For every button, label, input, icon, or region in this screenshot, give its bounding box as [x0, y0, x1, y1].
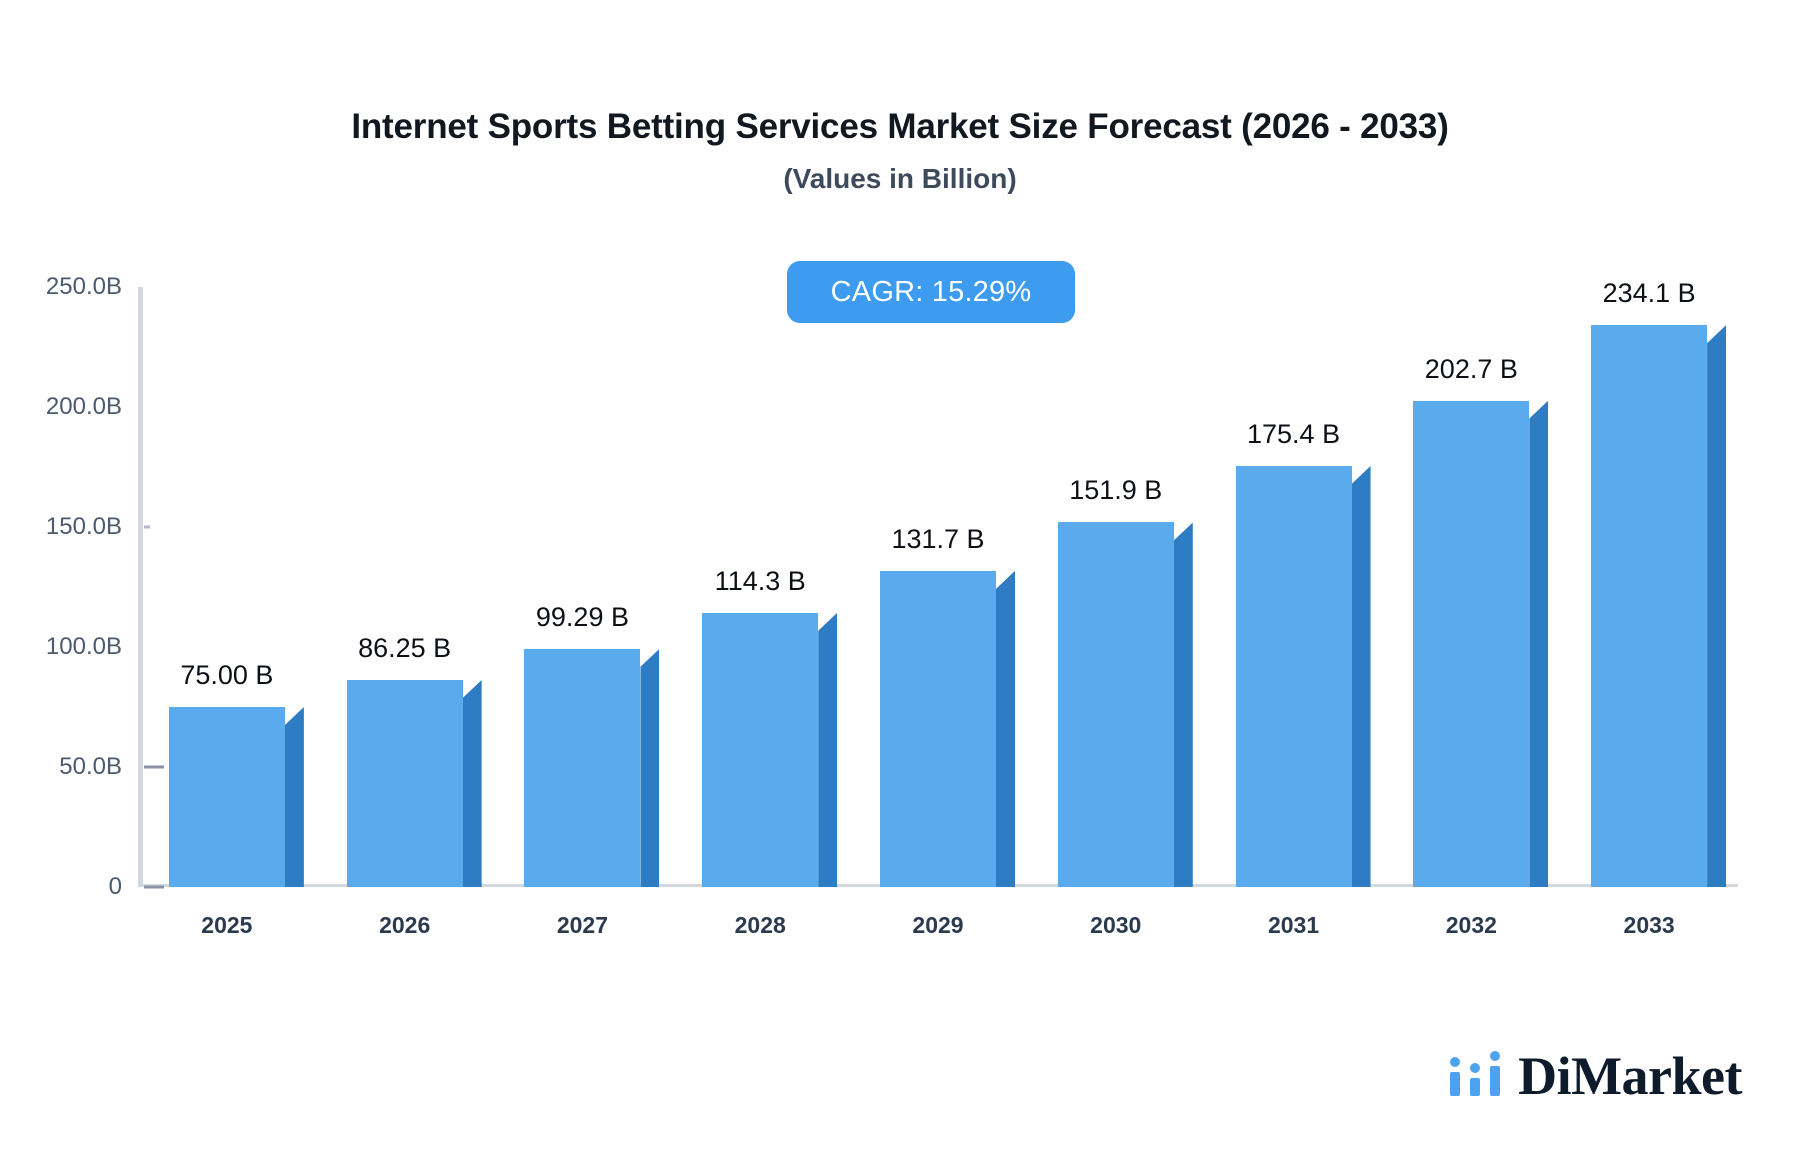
x-axis-label: 2031: [1267, 912, 1320, 938]
bar-side-face: [1707, 325, 1727, 887]
bar[interactable]: 86.25 B: [346, 633, 482, 887]
x-axis-label: 2025: [201, 912, 253, 938]
bar-value-label: 202.7 B: [1424, 353, 1518, 384]
bar-front-face: [702, 612, 819, 887]
bar-side-face: [1173, 522, 1193, 887]
bar-side-face: [640, 648, 660, 887]
bar-value-label: 114.3 B: [714, 565, 806, 596]
bar-front-face: [880, 570, 996, 887]
chart-title: Internet Sports Betting Services Market …: [351, 107, 1449, 146]
y-axis-tick-label: 150.0B: [45, 513, 122, 540]
bar-value-label: 151.9 B: [1069, 475, 1163, 506]
bar-body: [524, 648, 660, 887]
x-axis-label: 2028: [734, 912, 786, 938]
bar-chart-icon: [1448, 1050, 1504, 1103]
bar[interactable]: 202.7 B: [1413, 354, 1549, 887]
y-axis-tick-mark: [144, 885, 164, 889]
x-axis-label: 2033: [1623, 912, 1675, 938]
x-axis-label: 2027: [556, 912, 609, 938]
brand-logo: DiMarket: [1448, 1049, 1742, 1103]
bar-body: [1057, 522, 1193, 887]
y-axis-tick-label: 0: [108, 873, 122, 900]
bar[interactable]: 75.00 B: [168, 660, 304, 887]
bar-value-label: 75.00 B: [180, 660, 274, 690]
y-axis-tick-label: 250.0B: [45, 273, 122, 300]
y-axis-line: [138, 287, 143, 887]
bar[interactable]: 175.4 B: [1235, 419, 1371, 887]
logo-wordmark: DiMarket: [1518, 1046, 1742, 1106]
chart-subtitle: (Values in Billion): [783, 162, 1017, 194]
bar-front-face: [168, 707, 285, 887]
y-axis-tick-mark: [144, 765, 164, 769]
bar-body: [1235, 466, 1371, 887]
bar-body: [168, 707, 304, 887]
bar[interactable]: 234.1 B: [1591, 278, 1727, 887]
bar-body: [1591, 325, 1727, 887]
plot-area: 75.00 B 86.25 B 99.29 B 114.3 B 131.7 B 151.9…: [138, 278, 1738, 887]
bar-side-face: [462, 680, 482, 887]
y-axis-tick-label: 50.0B: [59, 753, 122, 780]
bar-side-face: [1529, 400, 1549, 887]
bar-front-face: [1057, 522, 1174, 887]
bar[interactable]: 99.29 B: [524, 602, 660, 887]
y-axis-tick-label: 200.0B: [45, 393, 122, 420]
bar-front-face: [1591, 325, 1708, 887]
x-axis-label: 2029: [912, 912, 964, 938]
bar-body: [702, 612, 838, 887]
y-axis-tick-label: 100.0B: [45, 633, 122, 660]
bar-front-face: [524, 648, 641, 887]
bar-body: [346, 680, 482, 887]
bar-side-face: [996, 570, 1015, 887]
bar-front-face: [346, 680, 463, 887]
bar-side-face: [1351, 466, 1371, 887]
bar-value-label: 175.4 B: [1247, 419, 1341, 450]
bar-series: 75.00 B 86.25 B 99.29 B 114.3 B 131.7 B 151.9…: [138, 278, 1738, 887]
bar-value-label: 99.29 B: [535, 601, 629, 632]
bar-side-face: [818, 612, 838, 887]
bar-value-label: 234.1 B: [1602, 278, 1696, 309]
bar-front-face: [1413, 400, 1530, 887]
bar-value-label: 131.7 B: [891, 523, 985, 554]
bar-front-face: [1235, 466, 1352, 887]
x-axis-label: 2026: [379, 912, 431, 938]
chart-header: Internet Sports Betting Services Market …: [0, 107, 1800, 194]
x-axis-label: 2030: [1090, 912, 1142, 938]
bar-body: [880, 570, 1015, 887]
bar-side-face: [284, 707, 304, 887]
bar-value-label: 86.25 B: [358, 633, 452, 663]
x-axis-label: 2032: [1445, 912, 1497, 938]
bar[interactable]: 151.9 B: [1057, 475, 1193, 887]
cagr-badge: CAGR: 15.29%: [787, 261, 1075, 323]
bar-body: [1413, 400, 1549, 887]
bar[interactable]: 114.3 B: [702, 566, 838, 887]
bar[interactable]: 131.7 B: [880, 524, 1015, 887]
y-axis-tick-mark: [144, 525, 150, 529]
